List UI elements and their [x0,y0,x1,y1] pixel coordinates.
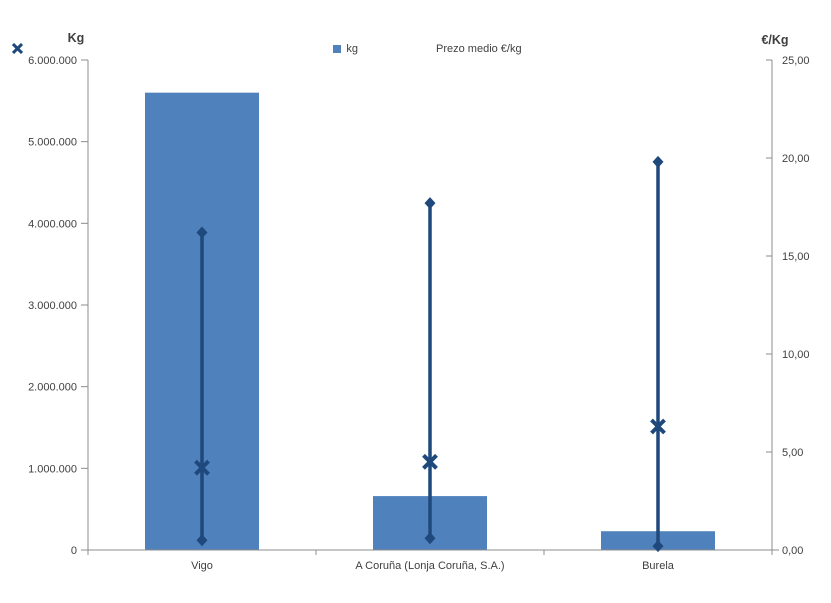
avg-x-marker-0 [194,459,210,476]
left-axis-title: Kg [67,31,85,45]
max-marker-1 [424,197,436,210]
legend-label-prezo-medio: Prezo medio €/kg [436,43,522,55]
legend-item-prezo-medio: Prezo medio €/kg [12,43,522,55]
x-marker-icon [12,43,431,55]
right-axis-tick-label: 25,00 [782,55,810,67]
legend-item-kg: kg [333,43,358,55]
left-axis-tick-label: 4.000.000 [28,218,77,230]
right-axis-tick-label: 0,00 [782,545,803,557]
min-marker-0 [196,534,208,547]
right-axis-tick-label: 10,00 [782,349,810,361]
avg-x-marker-2 [650,418,666,435]
max-marker-0 [196,226,208,239]
left-axis-tick-label: 3.000.000 [28,300,77,312]
left-axis-tick-label: 1.000.000 [28,463,77,475]
min-marker-1 [424,532,436,545]
right-axis-tick-label: 5,00 [782,447,803,459]
left-axis-tick-label: 6.000.000 [28,55,77,67]
legend: kg Prezo medio €/kg [12,43,831,55]
category-label-0: Vigo [191,560,213,572]
left-axis-tick-label: 5.000.000 [28,137,77,149]
avg-x-marker-1 [422,453,438,470]
category-label-1: A Coruña (Lonja Coruña, S.A.) [355,560,504,572]
right-axis-title: €/Kg [761,33,789,47]
right-axis-tick-label: 15,00 [782,251,810,263]
max-marker-2 [652,155,664,168]
legend-label-kg: kg [346,43,358,55]
kg-series-swatch-icon [333,45,342,53]
category-label-2: Burela [642,560,675,572]
left-axis-tick-label: 0 [71,545,77,557]
right-axis-tick-label: 20,00 [782,153,810,165]
min-marker-2 [652,540,664,553]
left-axis-tick-label: 2.000.000 [28,382,77,394]
